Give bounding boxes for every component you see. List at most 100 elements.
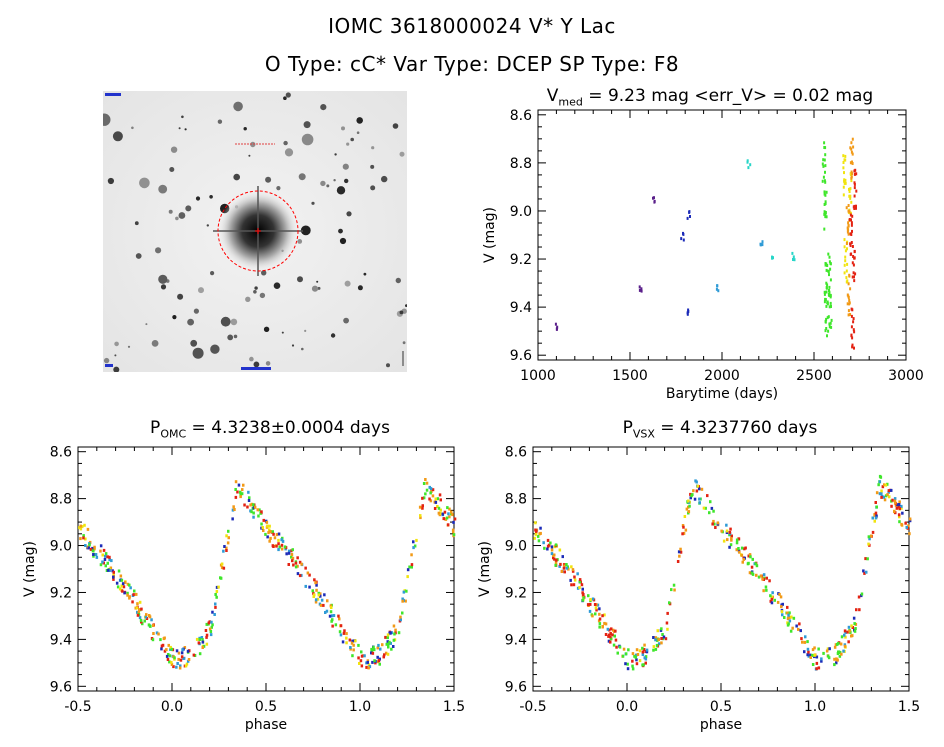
data-point: [258, 508, 261, 512]
data-point: [129, 586, 132, 590]
data-point: [857, 595, 861, 599]
data-point: [374, 661, 377, 665]
field-star: [177, 293, 184, 300]
data-point: [813, 646, 816, 650]
data-point: [850, 150, 853, 154]
data-point: [124, 580, 127, 584]
data-point: [827, 252, 830, 256]
data-point: [860, 592, 864, 596]
data-point: [820, 657, 823, 661]
x-tick-label: 0.5: [710, 699, 732, 715]
data-point: [709, 500, 712, 504]
data-point: [121, 582, 125, 586]
data-point: [554, 322, 557, 326]
data-point: [236, 490, 239, 494]
field-star: [386, 363, 390, 368]
field-star: [195, 196, 201, 201]
data-point: [352, 643, 355, 647]
data-point: [853, 204, 856, 208]
data-point: [104, 554, 107, 558]
x-tick-label: 1.0: [804, 699, 826, 715]
data-point: [615, 645, 618, 649]
data-point: [735, 538, 739, 542]
data-point: [578, 578, 582, 582]
y-tick-label: 8.8: [505, 492, 527, 508]
data-point: [842, 193, 845, 197]
data-point: [298, 574, 302, 578]
data-point: [239, 493, 242, 497]
data-point: [689, 215, 691, 218]
y-tick-label: 9.0: [50, 539, 72, 555]
data-point: [106, 561, 109, 565]
data-point: [281, 539, 285, 543]
data-point: [126, 582, 130, 586]
data-point: [257, 514, 260, 518]
data-point: [211, 610, 214, 614]
data-point: [239, 495, 242, 499]
data-point: [439, 508, 442, 512]
data-point: [850, 179, 853, 183]
data-point: [853, 275, 855, 279]
data-point: [542, 541, 545, 545]
data-point: [360, 654, 364, 658]
data-point: [312, 591, 315, 595]
data-point: [847, 296, 850, 299]
data-point: [215, 595, 218, 599]
data-point: [379, 647, 382, 651]
data-point: [698, 497, 701, 501]
data-point: [112, 575, 115, 579]
data-point: [640, 289, 643, 293]
data-point: [563, 570, 566, 574]
field-star: [158, 184, 168, 194]
data-point: [119, 574, 123, 578]
data-point: [847, 232, 850, 236]
field-star: [261, 270, 267, 276]
data-point: [448, 507, 451, 511]
data-point: [550, 545, 554, 549]
data-point: [89, 547, 93, 551]
data-point: [843, 238, 846, 242]
data-point: [429, 491, 432, 495]
data-point: [643, 643, 646, 647]
data-point: [828, 273, 830, 277]
data-point: [621, 654, 625, 658]
data-point: [157, 632, 160, 636]
field-star: [334, 153, 337, 156]
data-point: [843, 158, 846, 162]
field-star: [346, 211, 352, 217]
data-point: [853, 629, 857, 633]
data-point: [192, 653, 196, 657]
data-point: [851, 172, 854, 176]
data-point: [853, 346, 855, 350]
data-point: [840, 635, 844, 639]
data-point: [664, 637, 668, 641]
data-point: [239, 490, 242, 494]
data-point: [116, 585, 120, 589]
data-point: [725, 529, 729, 533]
field-star: [134, 221, 139, 226]
data-point: [803, 640, 807, 644]
field-star: [311, 285, 319, 292]
data-point: [580, 583, 584, 587]
data-point: [562, 566, 566, 570]
data-point: [662, 635, 666, 639]
data-point: [702, 506, 706, 510]
data-point: [384, 635, 387, 639]
data-point: [787, 613, 790, 617]
data-point: [223, 545, 226, 548]
field-star: [233, 334, 238, 339]
data-point: [865, 570, 868, 574]
data-point: [665, 621, 669, 625]
data-point: [842, 649, 845, 653]
data-point: [848, 629, 851, 633]
data-point: [688, 504, 691, 508]
data-point: [855, 204, 857, 208]
field-star: [155, 247, 162, 254]
data-point: [874, 511, 878, 515]
field-star: [344, 280, 351, 287]
data-point: [825, 268, 828, 272]
data-point: [382, 655, 385, 659]
data-point: [825, 290, 828, 294]
data-point: [712, 509, 715, 513]
data-point: [390, 647, 393, 651]
